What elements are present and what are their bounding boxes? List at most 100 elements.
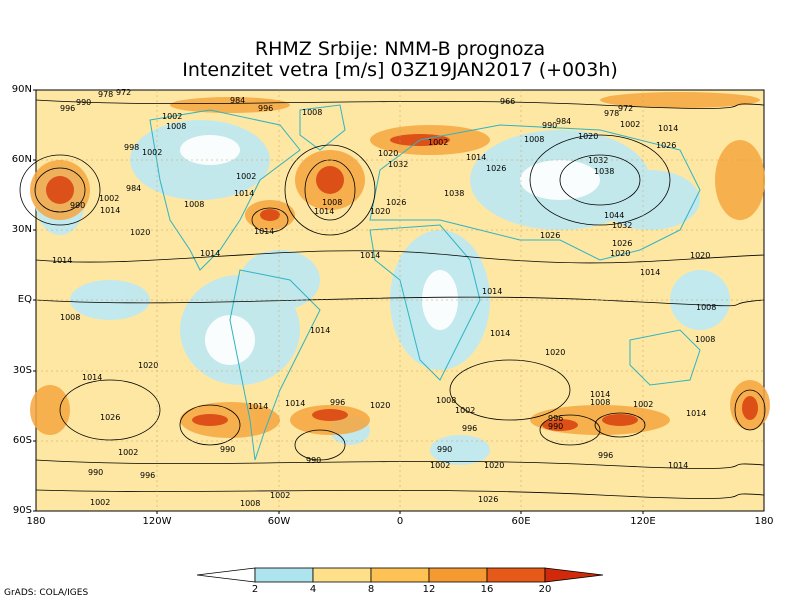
colorbar-label: 2 [251, 584, 259, 595]
pressure-label: 1008 [322, 198, 342, 207]
pressure-label: 984 [126, 184, 141, 193]
pressure-label: 1026 [612, 239, 632, 248]
pressure-label: 966 [500, 97, 515, 106]
pressure-label: 1014 [490, 329, 510, 338]
colorbar-label: 12 [422, 584, 436, 595]
north-america-outline [149, 109, 301, 271]
lat-label: 30N [11, 224, 32, 235]
pressure-label: 1014 [254, 227, 274, 236]
pressure-label: 1008 [696, 303, 716, 312]
graticule [36, 90, 764, 511]
pressure-label: 1014 [100, 206, 120, 215]
pressure-label: 1002 [236, 172, 256, 181]
title-line-1: RHMZ Srbije: NMM-B prognoza [254, 38, 546, 60]
pressure-label: 1014 [466, 153, 486, 162]
pressure-label: 996 [330, 398, 345, 407]
pressure-label: 1008 [524, 135, 544, 144]
colorbar [196, 567, 604, 583]
pressure-label: 1008 [590, 398, 610, 407]
pressure-label: 1002 [142, 148, 162, 157]
pressure-label: 978 [98, 90, 113, 99]
pressure-label: 1014 [285, 399, 305, 408]
pressure-label: 990 [548, 422, 563, 431]
pressure-label: 1026 [540, 231, 560, 240]
lat-label: 30S [12, 365, 32, 376]
pressure-label: 996 [548, 414, 563, 423]
pressure-label: 1026 [486, 164, 506, 173]
pressure-label: 996 [462, 424, 477, 433]
title-line-2: Intenzitet vetra [m/s] 03Z19JAN2017 (+00… [182, 59, 618, 81]
pressure-label: 1014 [52, 256, 72, 265]
lon-label: 60W [267, 516, 291, 527]
pressure-label: 1020 [378, 149, 398, 158]
lon-label: 180 [26, 516, 46, 527]
lat-label: 90S [12, 505, 32, 516]
colorbar-segment [486, 567, 546, 583]
pressure-label: 1014 [640, 268, 660, 277]
pressure-label: 1002 [90, 498, 110, 507]
pressure-label: 990 [437, 445, 452, 454]
pressure-label: 1020 [690, 251, 710, 260]
pressure-label: 1026 [478, 495, 498, 504]
pressure-label: 1008 [60, 313, 80, 322]
pressure-label: 996 [140, 471, 155, 480]
colorbar-segment-high-arrow [544, 567, 604, 583]
pressure-label: 1020 [370, 207, 390, 216]
colorbar-segment [312, 567, 372, 583]
lat-label: 60N [11, 154, 32, 165]
pressure-label: 1032 [612, 221, 632, 230]
pressure-label: 1014 [686, 409, 706, 418]
pressure-label: 1020 [138, 361, 158, 370]
colorbar-segment [254, 567, 314, 583]
pressure-label: 1008 [302, 108, 322, 117]
pressure-label: 1020 [370, 401, 390, 410]
pressure-label: 1002 [162, 112, 182, 121]
pressure-label: 1014 [314, 207, 334, 216]
pressure-label: 1038 [444, 189, 464, 198]
pressure-label: 978 [604, 109, 619, 118]
pressure-labels: 990 1014 1020 1014 1008 1020 1014 1026 1… [52, 88, 716, 508]
pressure-label: 1014 [590, 390, 610, 399]
pressure-label: 990 [88, 468, 103, 477]
pressure-label: 1014 [248, 402, 268, 411]
pressure-label: 1032 [588, 156, 608, 165]
pressure-label: 1008 [436, 396, 456, 405]
pressure-label: 1026 [100, 413, 120, 422]
africa-outline [369, 224, 481, 381]
pressure-label: 1008 [240, 499, 260, 508]
pressure-label: 1002 [455, 406, 475, 415]
pressure-label: 1008 [695, 335, 715, 344]
pressure-label: 1002 [99, 194, 119, 203]
pressure-label: 990 [542, 121, 557, 130]
pressure-label: 1002 [270, 491, 290, 500]
pressure-label: 1038 [594, 167, 614, 176]
pressure-label: 1002 [620, 120, 640, 129]
pressure-label: 996 [598, 451, 613, 460]
pressure-label: 1014 [82, 373, 102, 382]
eurasia-outline [369, 124, 701, 261]
pressure-label: 1014 [668, 461, 688, 470]
pressure-label: 984 [556, 117, 571, 126]
pressure-label: 1020 [484, 461, 504, 470]
pressure-label: 1014 [234, 189, 254, 198]
lon-label: 180 [754, 516, 774, 527]
very-strong-wind-cores [46, 134, 758, 431]
colorbar-label: 8 [367, 584, 375, 595]
pressure-label: 1002 [428, 138, 448, 147]
lon-label: 0 [396, 516, 404, 527]
colorbar-segment-low-arrow [196, 567, 256, 583]
lat-label: 90N [11, 84, 32, 95]
lon-label: 120E [630, 516, 656, 527]
lon-label: 120W [142, 516, 172, 527]
pressure-label: 972 [618, 104, 633, 113]
pressure-label: 1002 [430, 461, 450, 470]
axis-ticks [33, 89, 644, 514]
pressure-label: 1014 [360, 251, 380, 260]
pressure-label: 1008 [184, 200, 204, 209]
pressure-label: 1020 [545, 348, 565, 357]
pressure-label: 990 [306, 456, 321, 465]
lon-label: 60E [511, 516, 531, 527]
pressure-label: 1026 [656, 141, 676, 150]
pressure-label: 984 [230, 96, 245, 105]
pressure-label: 990 [70, 201, 85, 210]
